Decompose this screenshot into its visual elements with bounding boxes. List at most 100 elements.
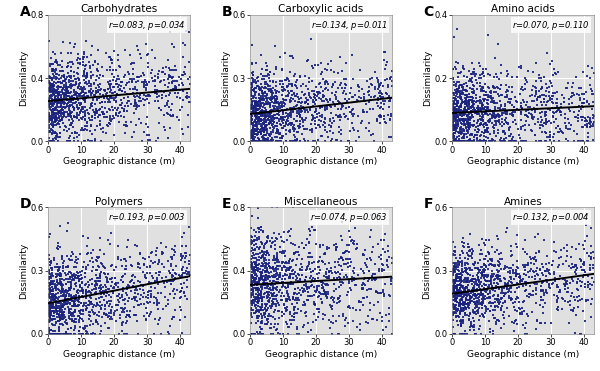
Point [113, 57, 123, 63]
Point [363, 320, 373, 326]
Point [530, 121, 540, 127]
Point [280, 106, 290, 112]
Point [121, 263, 131, 269]
Point [102, 95, 112, 101]
Point [61, 299, 70, 305]
Point [454, 138, 463, 144]
Point [479, 106, 489, 112]
Point [152, 301, 162, 307]
Point [262, 317, 272, 323]
Point [178, 234, 187, 240]
Point [380, 66, 389, 72]
Point [305, 293, 315, 299]
Point [473, 109, 482, 115]
Point [526, 292, 536, 298]
Point [56, 100, 66, 106]
Point [51, 67, 61, 73]
Point [102, 122, 112, 128]
Point [58, 64, 67, 70]
Point [250, 103, 259, 109]
Point [483, 97, 493, 103]
Point [506, 138, 516, 144]
Point [271, 43, 280, 49]
Point [550, 138, 559, 144]
Point [250, 280, 260, 286]
Point [482, 129, 491, 135]
Point [504, 278, 514, 283]
Point [484, 71, 493, 77]
Point [160, 77, 169, 83]
Point [353, 82, 363, 88]
Point [381, 121, 391, 127]
Point [55, 72, 64, 78]
Point [333, 295, 343, 301]
Point [261, 252, 271, 258]
Point [164, 65, 174, 71]
Point [548, 100, 557, 106]
Point [253, 267, 262, 273]
Point [143, 63, 153, 69]
Point [47, 119, 57, 125]
Point [272, 126, 282, 132]
Point [73, 60, 83, 66]
Point [60, 91, 70, 96]
Point [358, 295, 368, 301]
Point [172, 94, 182, 100]
Point [61, 314, 70, 320]
Point [152, 138, 161, 144]
Point [62, 74, 72, 80]
Point [50, 116, 60, 122]
Point [532, 317, 541, 323]
Point [490, 263, 500, 269]
Point [247, 98, 257, 104]
Point [67, 93, 77, 99]
Point [465, 136, 475, 142]
Point [338, 250, 348, 256]
Point [116, 312, 125, 318]
Point [141, 93, 151, 99]
Point [587, 296, 597, 302]
Point [257, 118, 267, 124]
Point [507, 296, 517, 302]
Point [64, 100, 73, 106]
Point [251, 124, 261, 129]
Point [337, 255, 347, 261]
Point [260, 76, 269, 82]
Point [466, 296, 475, 302]
Point [55, 84, 64, 90]
Point [59, 309, 68, 315]
Point [131, 104, 140, 109]
Point [545, 108, 555, 114]
Point [493, 276, 503, 282]
Point [292, 311, 302, 316]
Point [314, 314, 323, 320]
Point [487, 138, 497, 144]
Point [526, 290, 535, 296]
Point [143, 264, 152, 270]
Point [521, 138, 531, 144]
Point [250, 102, 260, 108]
Point [169, 78, 178, 84]
Point [281, 121, 291, 127]
Point [246, 259, 256, 265]
Point [263, 113, 273, 119]
Point [466, 110, 476, 116]
Point [89, 311, 99, 317]
Point [506, 138, 516, 144]
Point [268, 299, 278, 305]
Point [246, 86, 256, 92]
Point [492, 267, 502, 273]
Point [463, 288, 473, 294]
Point [471, 278, 481, 283]
Point [495, 276, 505, 282]
Point [181, 250, 191, 256]
Point [73, 275, 83, 281]
Point [131, 106, 141, 112]
Point [548, 258, 558, 264]
Point [266, 94, 275, 100]
Point [101, 50, 111, 56]
Point [473, 129, 483, 135]
Point [455, 276, 465, 282]
Point [285, 264, 295, 270]
Point [257, 241, 267, 247]
